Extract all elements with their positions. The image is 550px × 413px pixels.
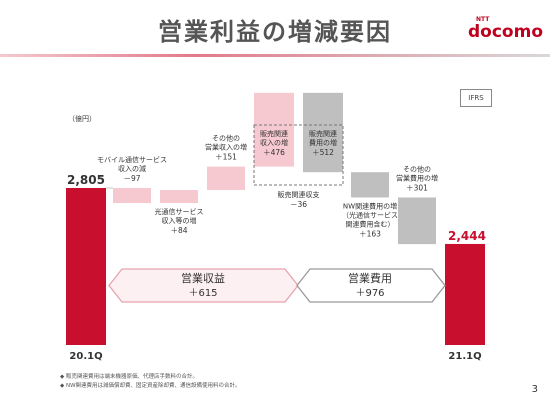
step-delta-label: ＋84	[170, 226, 187, 235]
footnote-1: ◆ 販売関連費用は端末機器原価、代理店手数料の合計。	[60, 374, 198, 380]
page-number: 3	[531, 384, 538, 395]
revenue-banner-label: 営業収益	[181, 271, 225, 285]
step-label-line: 収入の増	[260, 138, 288, 147]
step-label-line: 営業費用の増	[396, 173, 438, 182]
bar-delta	[303, 92, 343, 173]
footnote-2: ◆ NW関連費用は減価償却費、固定資産除却費、通信設備使用料の合計。	[60, 383, 241, 389]
x-label-total: 21.1Q	[448, 351, 481, 362]
x-label-total: 20.1Q	[69, 351, 102, 362]
step-label-line: 費用の増	[309, 138, 337, 147]
step-label-line: 販売関連	[309, 129, 337, 138]
title-divider	[0, 54, 550, 57]
expense-banner	[296, 268, 446, 303]
step-delta-label: ＋512	[312, 148, 334, 157]
step-label-line: その他の	[212, 134, 240, 143]
total-value-label: 2,444	[448, 229, 486, 243]
page-title: 営業利益の増減要因	[158, 18, 392, 46]
step-label-line: 収入の減	[118, 164, 146, 173]
step-label-line: NW関連費用の増	[343, 201, 397, 210]
step-label-line: その他の	[403, 164, 431, 173]
bar-total-21.1Q	[445, 243, 485, 345]
logo-brand-text: docomo	[468, 22, 543, 42]
step-label-line: 販売関連	[260, 129, 288, 138]
total-value-label: 2,805	[67, 173, 105, 187]
bracket-label: 販売関連収支	[278, 190, 320, 199]
step-delta-label: ＋301	[406, 183, 428, 192]
step-delta-label: ＋476	[263, 148, 285, 157]
expense-banner-label: 営業費用	[348, 271, 392, 285]
bar-total-20.1Q	[66, 188, 106, 345]
bar-delta	[351, 172, 389, 198]
ifrs-badge: IFRS	[460, 89, 492, 107]
step-label-line: 収入等の増	[162, 216, 197, 225]
step-label-line: 営業収入の増	[205, 143, 247, 152]
bar-delta	[398, 197, 436, 245]
unit-label: （億円）	[68, 114, 96, 123]
revenue-banner	[108, 268, 299, 303]
bar-delta	[207, 166, 245, 191]
bar-delta	[160, 190, 198, 204]
bar-delta	[254, 92, 294, 167]
step-delta-label: ＋151	[215, 153, 237, 162]
expense-banner-value: ＋976	[355, 288, 384, 299]
step-delta-label: ＋163	[359, 229, 381, 238]
logo-ntt-text: NTT	[476, 16, 490, 23]
step-label-line: （光通信サービス	[342, 210, 398, 219]
bar-delta	[113, 188, 151, 204]
revenue-banner-value: ＋615	[188, 288, 217, 299]
docomo-logo: NTT docomo	[468, 16, 543, 44]
step-delta-label: －97	[123, 174, 140, 183]
step-label-line: モバイル通信サービス	[97, 155, 167, 164]
bracket-delta-label: －36	[290, 200, 307, 209]
step-label-line: 関連費用含む）	[346, 219, 395, 228]
sales-related-bracket	[253, 124, 344, 186]
step-label-line: 光通信サービス	[155, 207, 204, 216]
